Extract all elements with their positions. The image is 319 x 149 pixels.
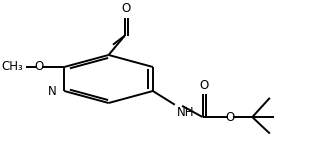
Text: NH: NH: [177, 106, 195, 119]
Text: O: O: [200, 79, 209, 92]
Text: O: O: [226, 111, 235, 124]
Text: N: N: [48, 85, 57, 98]
Text: O: O: [122, 2, 131, 15]
Text: O: O: [35, 60, 44, 73]
Text: CH₃: CH₃: [1, 60, 23, 73]
